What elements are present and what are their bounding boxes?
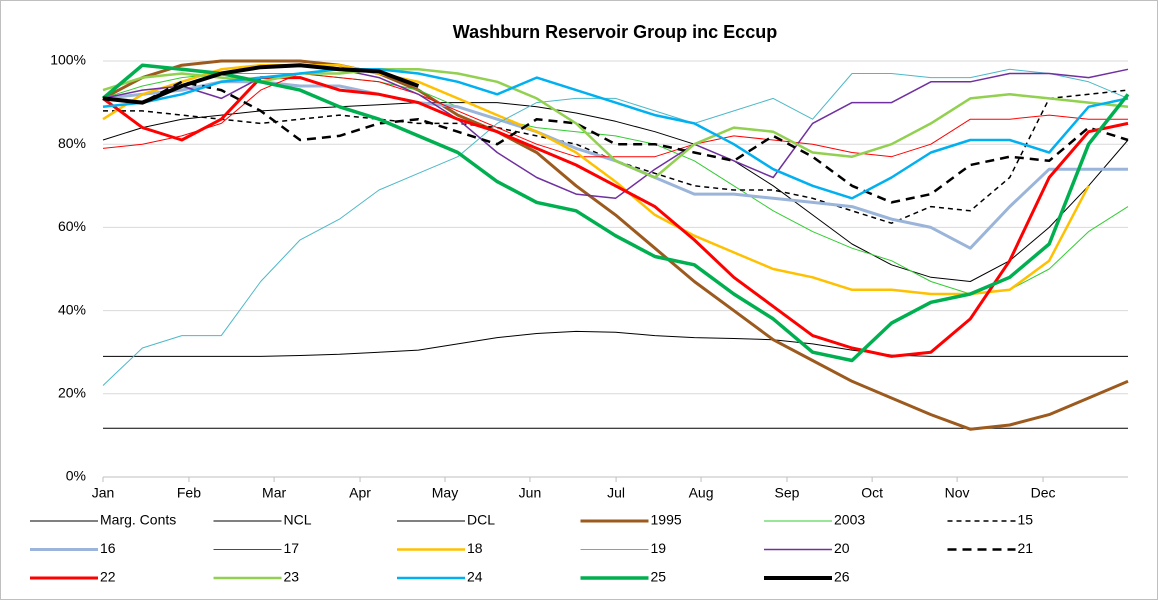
series-line <box>102 76 1129 358</box>
legend-label: 21 <box>1018 540 1034 556</box>
legend-label: 2003 <box>834 512 865 528</box>
legend-label: 22 <box>100 569 116 585</box>
legend-label: 15 <box>1018 512 1034 528</box>
x-tick-label: Mar <box>262 485 286 501</box>
legend-label: 26 <box>834 569 850 585</box>
series-line <box>101 63 1130 363</box>
y-tick-label: 60% <box>58 218 86 234</box>
x-tick-label: Jul <box>607 485 625 501</box>
series-line <box>102 102 1129 282</box>
legend-label: Marg. Conts <box>100 512 176 528</box>
series-line <box>102 80 1129 204</box>
x-tick-label: Sep <box>775 485 800 501</box>
legend-label: 23 <box>284 569 300 585</box>
legend-label: 25 <box>651 569 667 585</box>
series-line <box>102 68 1129 179</box>
series-line <box>102 63 420 105</box>
legend-label: 18 <box>467 540 483 556</box>
y-tick-label: 0% <box>66 468 86 484</box>
legend-label: 16 <box>100 540 116 556</box>
series-line <box>102 68 1129 200</box>
y-tick-label: 80% <box>58 135 86 151</box>
legend-label: DCL <box>467 512 495 528</box>
x-tick-label: May <box>432 485 458 501</box>
legend-label: 1995 <box>651 512 682 528</box>
series-line <box>102 59 1129 431</box>
legend-label: 19 <box>651 540 667 556</box>
legend-label: 20 <box>834 540 850 556</box>
x-tick-label: Aug <box>689 485 714 501</box>
legend-label: NCL <box>284 512 312 528</box>
series-line <box>102 73 1129 295</box>
x-tick-label: Jun <box>519 485 542 501</box>
x-tick-label: Jan <box>92 485 115 501</box>
y-tick-label: 40% <box>58 301 86 317</box>
legend-label: 24 <box>467 569 483 585</box>
x-tick-label: Nov <box>945 485 970 501</box>
y-tick-label: 100% <box>50 52 86 68</box>
x-tick-label: Apr <box>349 485 371 501</box>
x-tick-label: Oct <box>861 485 883 501</box>
x-tick-label: Dec <box>1031 485 1056 501</box>
series-line <box>102 68 1129 386</box>
x-tick-label: Feb <box>177 485 201 501</box>
chart-title: Washburn Reservoir Group inc Eccup <box>453 22 777 42</box>
y-tick-label: 20% <box>58 385 86 401</box>
series-line <box>103 330 1128 357</box>
legend-label: 17 <box>284 540 300 556</box>
